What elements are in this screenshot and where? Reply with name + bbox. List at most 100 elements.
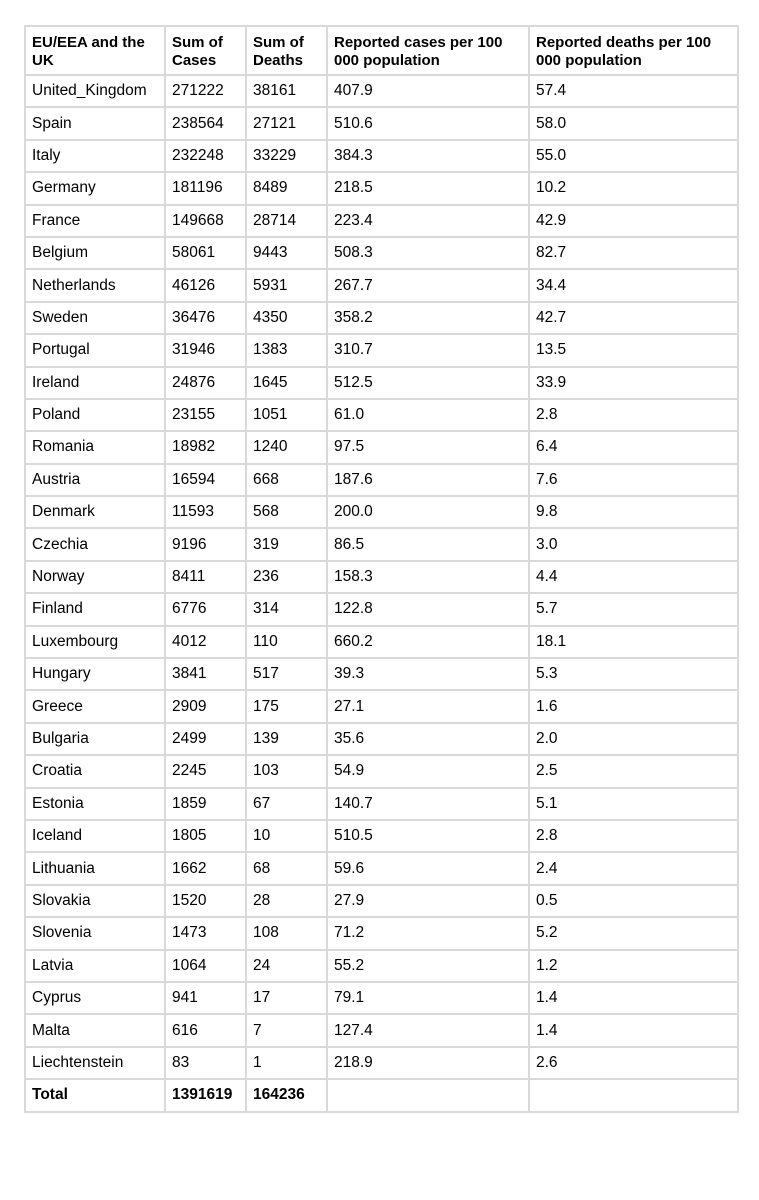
cell-deaths-per-100k: 5.7 xyxy=(528,592,739,627)
cell-deaths-per-100k: 5.3 xyxy=(528,657,739,692)
header-sum-deaths: Sum of Deaths xyxy=(245,25,328,76)
cell-sum-cases: 23155 xyxy=(164,397,247,433)
table-row: Bulgaria 2499 139 35.6 2.0 xyxy=(24,721,739,757)
cell-deaths-per-100k: 42.7 xyxy=(528,300,739,336)
cell-cases-per-100k: 510.5 xyxy=(326,818,530,854)
cell-cases-per-100k: 54.9 xyxy=(326,754,530,789)
cell-sum-cases: 616 xyxy=(164,1013,247,1048)
cell-deaths-per-100k: 2.8 xyxy=(528,818,739,854)
cell-cases-per-100k: 158.3 xyxy=(326,559,530,595)
table-row: Estonia 1859 67 140.7 5.1 xyxy=(24,786,739,821)
header-deaths-per-100k: Reported deaths per 100 000 population xyxy=(528,25,739,76)
table-row: Czechia 9196 319 86.5 3.0 xyxy=(24,527,739,562)
cell-cases-per-100k: 27.1 xyxy=(326,689,530,724)
covid-statistics-table: EU/EEA and the UK Sum of Cases Sum of De… xyxy=(24,25,739,1113)
cell-deaths-per-100k: 33.9 xyxy=(528,365,739,400)
cell-cases-per-100k: 218.5 xyxy=(326,171,530,206)
cell-sum-deaths: 319 xyxy=(245,527,328,562)
cell-sum-deaths: 27121 xyxy=(245,106,328,141)
cell-country: United_Kingdom xyxy=(24,73,166,109)
cell-country: Germany xyxy=(24,171,166,206)
table-row: Sweden 36476 4350 358.2 42.7 xyxy=(24,300,739,336)
cell-sum-deaths: 1383 xyxy=(245,333,328,368)
cell-country: Lithuania xyxy=(24,851,166,886)
table-row: Iceland 1805 10 510.5 2.8 xyxy=(24,818,739,854)
cell-cases-per-100k: 510.6 xyxy=(326,106,530,141)
cell-country: Liechtenstein xyxy=(24,1045,166,1081)
cell-sum-deaths: 103 xyxy=(245,754,328,789)
table-row: Liechtenstein 83 1 218.9 2.6 xyxy=(24,1045,739,1081)
table-row: Luxembourg 4012 110 660.2 18.1 xyxy=(24,624,739,660)
cell-sum-deaths: 17 xyxy=(245,980,328,1016)
table-row: Malta 616 7 127.4 1.4 xyxy=(24,1013,739,1048)
cell-sum-deaths: 236 xyxy=(245,559,328,595)
header-sum-cases: Sum of Cases xyxy=(164,25,247,76)
cell-deaths-per-100k: 4.4 xyxy=(528,559,739,595)
cell-sum-cases: 16594 xyxy=(164,462,247,498)
cell-sum-cases: 271222 xyxy=(164,73,247,109)
cell-deaths-per-100k: 7.6 xyxy=(528,462,739,498)
table-row: Lithuania 1662 68 59.6 2.4 xyxy=(24,851,739,886)
cell-country: Finland xyxy=(24,592,166,627)
cell-country: Norway xyxy=(24,559,166,595)
table-row: Latvia 1064 24 55.2 1.2 xyxy=(24,948,739,983)
cell-sum-deaths: 68 xyxy=(245,851,328,886)
cell-cases-per-100k: 59.6 xyxy=(326,851,530,886)
cell-cases-per-100k: 218.9 xyxy=(326,1045,530,1081)
table-row: Denmark 11593 568 200.0 9.8 xyxy=(24,495,739,530)
cell-country: Slovakia xyxy=(24,883,166,919)
table-row: Belgium 58061 9443 508.3 82.7 xyxy=(24,235,739,271)
cell-sum-deaths: 139 xyxy=(245,721,328,757)
cell-deaths-per-100k: 2.4 xyxy=(528,851,739,886)
cell-sum-deaths: 1645 xyxy=(245,365,328,400)
cell-sum-cases: 2245 xyxy=(164,754,247,789)
cell-cases-per-100k: 122.8 xyxy=(326,592,530,627)
cell-deaths-per-100k: 2.5 xyxy=(528,754,739,789)
table-row: Austria 16594 668 187.6 7.6 xyxy=(24,462,739,498)
cell-cases-per-100k: 384.3 xyxy=(326,138,530,174)
cell-cases-per-100k: 223.4 xyxy=(326,203,530,238)
cell-sum-cases: 1662 xyxy=(164,851,247,886)
table-row: Cyprus 941 17 79.1 1.4 xyxy=(24,980,739,1016)
cell-sum-deaths: 28714 xyxy=(245,203,328,238)
cell-country: France xyxy=(24,203,166,238)
total-label: Total xyxy=(24,1078,166,1113)
cell-country: Sweden xyxy=(24,300,166,336)
cell-country: Bulgaria xyxy=(24,721,166,757)
cell-cases-per-100k: 71.2 xyxy=(326,916,530,951)
cell-country: Czechia xyxy=(24,527,166,562)
cell-sum-cases: 58061 xyxy=(164,235,247,271)
cell-country: Cyprus xyxy=(24,980,166,1016)
cell-country: Estonia xyxy=(24,786,166,821)
cell-sum-cases: 941 xyxy=(164,980,247,1016)
cell-sum-cases: 1473 xyxy=(164,916,247,951)
cell-deaths-per-100k: 1.6 xyxy=(528,689,739,724)
table-row: Poland 23155 1051 61.0 2.8 xyxy=(24,397,739,433)
cell-cases-per-100k: 97.5 xyxy=(326,430,530,465)
cell-country: Iceland xyxy=(24,818,166,854)
cell-deaths-per-100k: 34.4 xyxy=(528,268,739,303)
cell-country: Poland xyxy=(24,397,166,433)
table-row: France 149668 28714 223.4 42.9 xyxy=(24,203,739,238)
cell-sum-deaths: 9443 xyxy=(245,235,328,271)
table-row: Norway 8411 236 158.3 4.4 xyxy=(24,559,739,595)
cell-sum-cases: 2499 xyxy=(164,721,247,757)
cell-sum-deaths: 8489 xyxy=(245,171,328,206)
total-cases: 1391619 xyxy=(164,1078,247,1113)
cell-sum-deaths: 5931 xyxy=(245,268,328,303)
table-row: Romania 18982 1240 97.5 6.4 xyxy=(24,430,739,465)
table-row: Greece 2909 175 27.1 1.6 xyxy=(24,689,739,724)
cell-sum-deaths: 38161 xyxy=(245,73,328,109)
table-row: Slovakia 1520 28 27.9 0.5 xyxy=(24,883,739,919)
table-row: Ireland 24876 1645 512.5 33.9 xyxy=(24,365,739,400)
cell-sum-deaths: 110 xyxy=(245,624,328,660)
cell-cases-per-100k: 140.7 xyxy=(326,786,530,821)
cell-country: Malta xyxy=(24,1013,166,1048)
cell-deaths-per-100k: 6.4 xyxy=(528,430,739,465)
cell-sum-deaths: 568 xyxy=(245,495,328,530)
header-row: EU/EEA and the UK Sum of Cases Sum of De… xyxy=(24,25,739,76)
cell-cases-per-100k: 310.7 xyxy=(326,333,530,368)
cell-country: Croatia xyxy=(24,754,166,789)
cell-sum-cases: 11593 xyxy=(164,495,247,530)
cell-deaths-per-100k: 10.2 xyxy=(528,171,739,206)
